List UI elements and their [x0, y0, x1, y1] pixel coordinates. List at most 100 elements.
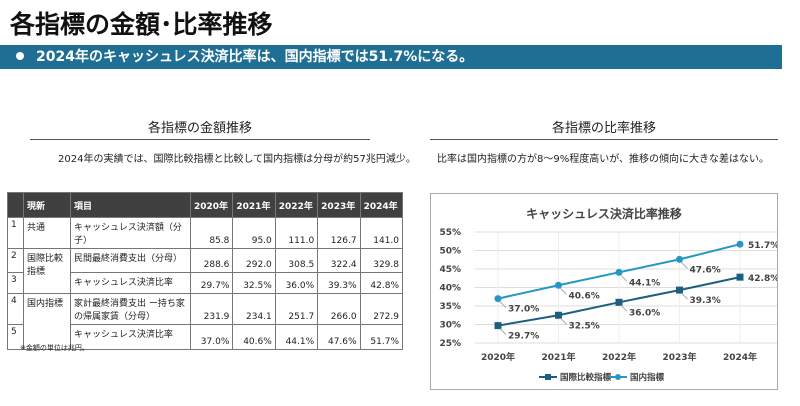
row-value: 288.6 [189, 248, 234, 273]
label-leader [560, 317, 567, 325]
data-point [494, 295, 502, 303]
row-value: 32.5% [232, 272, 276, 294]
th [7, 192, 24, 218]
th: 2021年 [232, 192, 276, 218]
summary-banner: 2024年のキャッシュレス決済比率は、国内指標では51.7%になる。 [0, 45, 782, 69]
label-leader [560, 287, 567, 295]
y-tick-label: 45% [439, 265, 461, 275]
data-label: 37.0% [508, 305, 539, 315]
x-tick-label: 2021年 [541, 351, 575, 363]
th: 2020年 [189, 192, 234, 218]
row-value: 292.0 [232, 248, 276, 273]
row-item: 民間最終消費支出（分母） [70, 248, 191, 273]
data-point [676, 286, 683, 294]
x-tick-label: 2024年 [723, 351, 757, 363]
row-number: 5 [7, 324, 24, 350]
row-value: 85.8 [189, 217, 234, 249]
row-number: 2 [7, 248, 24, 273]
data-label: 40.6% [569, 291, 600, 301]
y-tick-label: 50% [439, 247, 461, 257]
row-value: 47.6% [317, 324, 361, 350]
y-tick-label: 35% [439, 302, 461, 312]
bullet-icon [16, 52, 24, 60]
row-number: 3 [7, 272, 24, 294]
row-value: 251.7 [274, 293, 319, 325]
row-value: 42.8% [359, 272, 404, 294]
row-group: 国内指標 [23, 293, 71, 350]
x-tick-label: 2020年 [481, 351, 515, 363]
data-label: 42.8% [748, 274, 777, 284]
label-leader [620, 304, 628, 312]
data-point [494, 322, 502, 330]
legend-marker [615, 374, 621, 380]
label-leader [499, 301, 507, 308]
data-label: 47.6% [690, 265, 721, 275]
data-point [736, 240, 744, 248]
row-value: 40.6% [232, 324, 276, 350]
label-leader [499, 328, 507, 335]
data-label: 39.3% [690, 296, 721, 306]
data-point [615, 268, 623, 276]
data-point [555, 311, 562, 319]
left-heading: 各指標の金額推移 [30, 117, 370, 140]
amount-table: 現新 項目 2020年 2021年 2022年 2023年 2024年 1 共通キ… [7, 192, 404, 350]
row-item: キャッシュレス決済比率 [70, 272, 191, 294]
chart-title: キャッシュレス決済比率推移 [526, 206, 682, 221]
table-row: 3 キャッシュレス決済比率 29.7% 32.5% 36.0% 39.3% 42.8% [7, 272, 404, 294]
data-point [736, 273, 744, 281]
row-value: 39.3% [317, 272, 361, 294]
row-item: 家計最終消費支出 ー持ち家の帰属家賃（分母） [70, 293, 191, 325]
banner-text: 2024年のキャッシュレス決済比率は、国内指標では51.7%になる。 [36, 49, 474, 65]
legend-marker [545, 374, 551, 380]
row-number: 4 [7, 293, 24, 325]
data-label: 36.0% [629, 308, 660, 318]
row-value: 111.0 [274, 217, 319, 249]
table-row: 4 国内指標 家計最終消費支出 ー持ち家の帰属家賃（分母） 231.9 234.1 251… [7, 293, 404, 350]
th: 現新 [23, 192, 71, 218]
row-value: 29.7% [189, 272, 234, 294]
x-tick-label: 2023年 [662, 351, 696, 363]
row-value: 95.0 [232, 217, 276, 249]
data-label: 32.5% [569, 321, 600, 331]
row-value: 322.4 [317, 248, 361, 273]
row-value: 234.1 [232, 293, 276, 325]
label-leader [681, 292, 688, 300]
label-leader [681, 262, 688, 269]
row-value: 231.9 [189, 293, 234, 325]
row-value: 44.1% [274, 324, 319, 350]
table-row: 2 国際比較指標 民間最終消費支出（分母） 288.6 292.0 308.5 322.4 3… [7, 248, 404, 294]
unit-note: ※金額の単位は兆円。 [20, 344, 89, 352]
row-item: キャッシュレス決済比率 [70, 324, 191, 350]
data-label: 29.7% [508, 332, 539, 342]
row-number: 1 [7, 217, 24, 249]
th: 2024年 [359, 192, 404, 218]
y-tick-label: 40% [439, 284, 461, 294]
row-value: 266.0 [317, 293, 361, 325]
chart-frame: キャッシュレス決済比率推移 25% 30% 35% 40% 45% 50% 55% 2020年 2… [430, 193, 779, 390]
line-chart: キャッシュレス決済比率推移 25% 30% 35% 40% 45% 50% 55% 2020年 2… [439, 206, 779, 383]
row-value: 141.0 [359, 217, 404, 249]
data-label: 44.1% [629, 278, 660, 288]
row-value: 36.0% [274, 272, 319, 294]
th: 2022年 [274, 192, 319, 218]
y-tick-label: 55% [439, 228, 461, 238]
label-leader [620, 274, 628, 282]
y-tick-label: 25% [439, 339, 461, 349]
th: 項目 [70, 192, 191, 218]
right-heading: 各指標の比率推移 [430, 117, 778, 140]
row-item: キャッシュレス決済額（分子） [70, 217, 191, 249]
row-group: 共通 [23, 217, 71, 249]
legend-label: 国際比較指標 [560, 372, 612, 383]
row-value: 126.7 [317, 217, 361, 249]
row-group: 国際比較指標 [23, 248, 71, 294]
row-value: 51.7% [359, 324, 404, 350]
table-header-row: 現新 項目 2020年 2021年 2022年 2023年 2024年 [7, 192, 404, 218]
data-label: 51.7% [748, 241, 777, 251]
data-point [676, 255, 683, 263]
row-value: 37.0% [189, 324, 234, 350]
table-row: 1 共通 キャッシュレス決済額（分子） 85.8 95.0 111.0 126.7 141.0 [7, 217, 404, 249]
table-row: 5 キャッシュレス決済比率 37.0% 40.6% 44.1% 47.6% 51.7% [7, 324, 404, 350]
row-value: 329.8 [359, 248, 404, 273]
legend-label: 国内指標 [630, 372, 665, 383]
x-tick-label: 2022年 [602, 351, 636, 363]
